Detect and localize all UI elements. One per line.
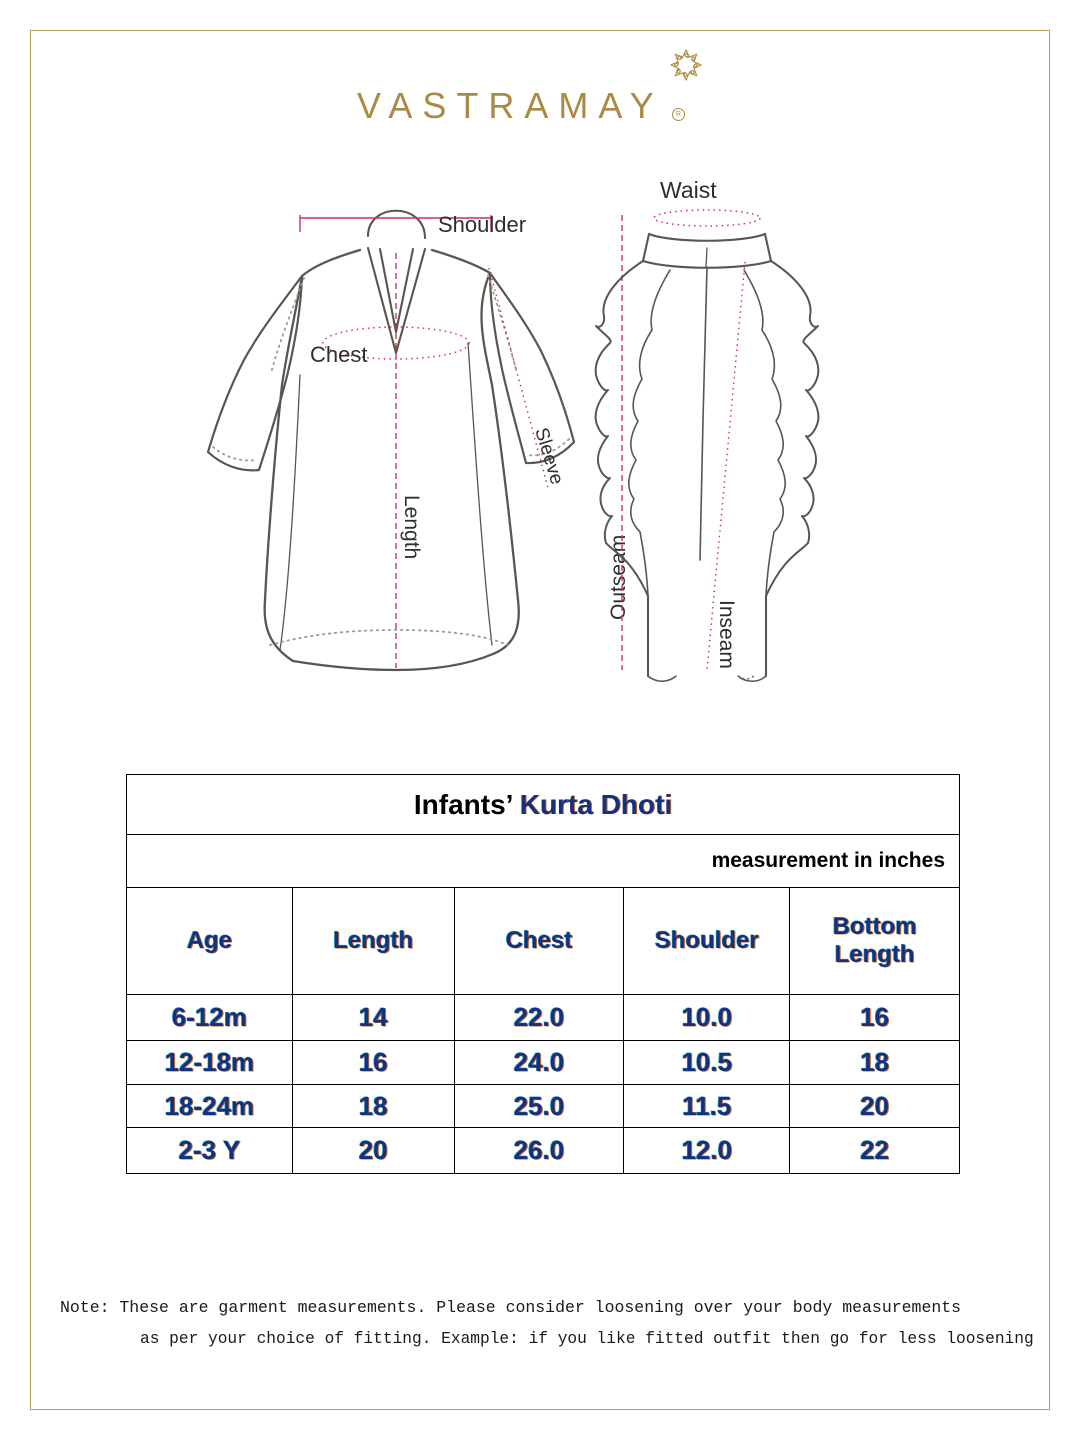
svg-text:as per your choice of fitting.: as per your choice of fitting. Example: … bbox=[140, 1330, 1034, 1348]
svg-text:Length: Length bbox=[400, 495, 423, 559]
svg-text:Chest: Chest bbox=[310, 342, 367, 367]
svg-text:Shoulder: Shoulder bbox=[438, 212, 526, 237]
svg-text:Note: These are garment measur: Note: These are garment measurements. Pl… bbox=[60, 1298, 961, 1317]
svg-text:Waist: Waist bbox=[660, 177, 717, 203]
svg-text:Inseam: Inseam bbox=[715, 600, 738, 669]
